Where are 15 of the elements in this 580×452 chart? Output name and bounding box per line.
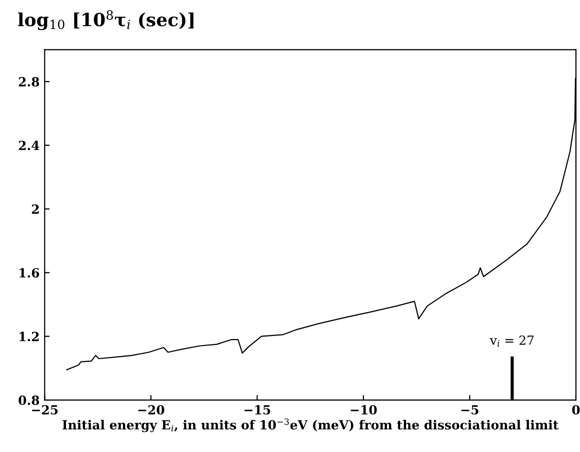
y-tick-label: 0.8 [18, 395, 40, 405]
y-tick-label: 1.6 [20, 268, 40, 278]
y-tick-label: 2.4 [18, 140, 40, 150]
annotation: v$_{i}$ = 27 [490, 336, 534, 347]
x-tick-label: 0 [572, 405, 580, 415]
y-axis-title: log$_{10}$ [10$^{8}$τ$_{i}$ (sec)] [18, 10, 194, 30]
x-axis-title: Initial energy E$_{i}$, in units of 10$^{−3}$eV (meV) from the dissociational limit [62, 418, 559, 432]
y-tick-label: 2.8 [18, 77, 40, 86]
x-tick-label: −20 [138, 405, 164, 415]
y-tick-label: 1.2 [20, 332, 39, 342]
x-tick-label: −25 [32, 405, 58, 415]
x-tick-label: −15 [244, 405, 270, 415]
y-tick-label: 2 [32, 204, 39, 214]
x-tick-label: −5 [461, 405, 478, 415]
x-tick-label: −10 [350, 405, 377, 415]
